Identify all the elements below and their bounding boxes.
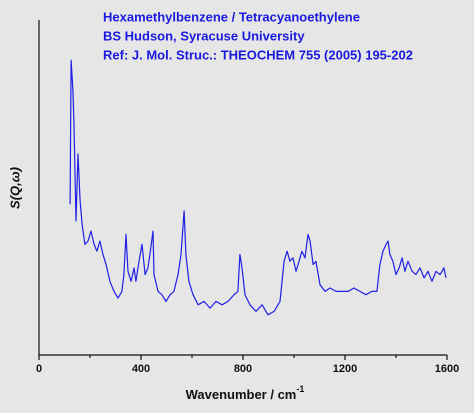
x-axis-label: Wavenumber / cm-1 <box>186 384 305 402</box>
x-axis-label-superscript: -1 <box>296 384 304 394</box>
x-tick-label: 0 <box>36 363 42 375</box>
y-axis-label: S(Q,ω) <box>7 167 22 209</box>
x-tick-label: 800 <box>234 363 252 375</box>
spectrum-line <box>69 59 447 316</box>
chart-title-line: Ref: J. Mol. Struc.: THEOCHEM 755 (2005)… <box>103 47 413 62</box>
x-tick-label: 1600 <box>435 363 459 375</box>
x-tick-label: 400 <box>132 363 150 375</box>
chart-title-line: BS Hudson, Syracuse University <box>103 28 305 43</box>
x-tick-label: 1200 <box>333 363 357 375</box>
x-axis-label-main: Wavenumber / cm <box>186 387 297 402</box>
chart-title-line: Hexamethylbenzene / Tetracyanoethylene <box>103 9 360 24</box>
